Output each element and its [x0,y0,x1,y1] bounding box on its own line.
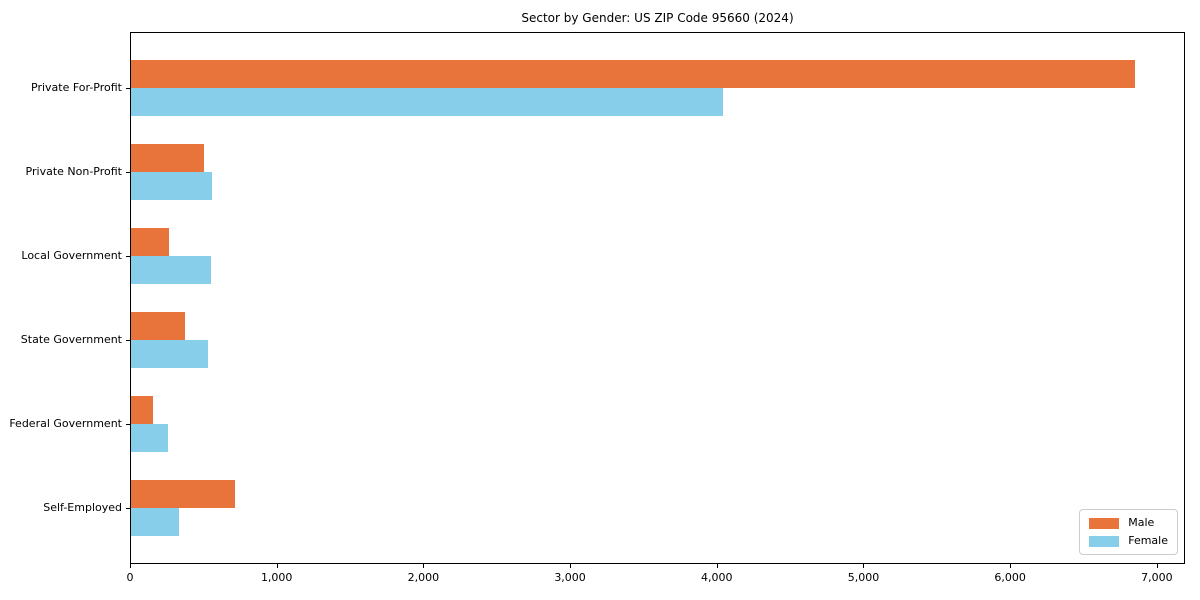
x-tick-label-4-000: 4,000 [701,571,733,584]
legend-swatch-male [1089,517,1120,529]
y-tick-federal-government [126,424,130,425]
bar-male-local-government [130,228,169,256]
y-tick-private-for-profit [126,88,130,89]
x-tick-2-000 [423,564,425,568]
x-tick-label-7-000: 7,000 [1141,571,1173,584]
legend-item-female: Female [1089,535,1168,547]
y-tick-local-government [126,256,130,257]
bar-male-self-employed [130,480,235,508]
x-tick-7-000 [1156,564,1158,568]
legend: Male Female [1079,509,1178,555]
y-tick-state-government [126,340,130,341]
bar-female-state-government [130,340,208,368]
legend-swatch-female [1089,535,1120,547]
x-tick-label-2-000: 2,000 [407,571,440,584]
x-tick-label-5-000: 5,000 [847,571,880,584]
y-axis-label-federal-government: Federal Government [9,417,122,430]
bar-male-state-government [130,312,185,340]
bar-female-private-non-profit [130,172,213,200]
bar-male-federal-government [130,396,153,424]
legend-label-male: Male [1128,516,1155,529]
chart-title: Sector by Gender: US ZIP Code 95660 (202… [521,11,794,25]
plot-area: Male Female [130,32,1185,564]
x-tick-1-000 [276,564,278,568]
y-tick-private-non-profit [126,172,130,173]
bar-male-private-for-profit [130,60,1135,88]
x-tick-5-000 [863,564,865,568]
y-axis-label-local-government: Local Government [21,249,122,262]
legend-item-male: Male [1089,517,1168,529]
y-tick-self-employed [126,508,130,509]
y-axis-label-state-government: State Government [20,333,122,346]
x-tick-6-000 [1010,564,1012,568]
x-tick-3-000 [570,564,572,568]
legend-label-female: Female [1128,534,1168,547]
bar-female-local-government [130,256,211,284]
x-tick-0 [130,564,131,568]
bar-male-private-non-profit [130,144,205,172]
bar-female-federal-government [130,424,169,452]
y-axis-label-private-non-profit: Private Non-Profit [25,165,122,178]
y-axis-label-private-for-profit: Private For-Profit [31,81,122,94]
x-tick-label-0: 0 [126,571,134,584]
x-tick-4-000 [716,564,718,568]
x-tick-label-1-000: 1,000 [260,571,293,584]
x-tick-label-6-000: 6,000 [994,571,1026,584]
x-tick-label-3-000: 3,000 [554,571,586,584]
y-axis-label-self-employed: Self-Employed [43,501,122,514]
bar-female-private-for-profit [130,88,723,116]
bar-female-self-employed [130,508,180,536]
